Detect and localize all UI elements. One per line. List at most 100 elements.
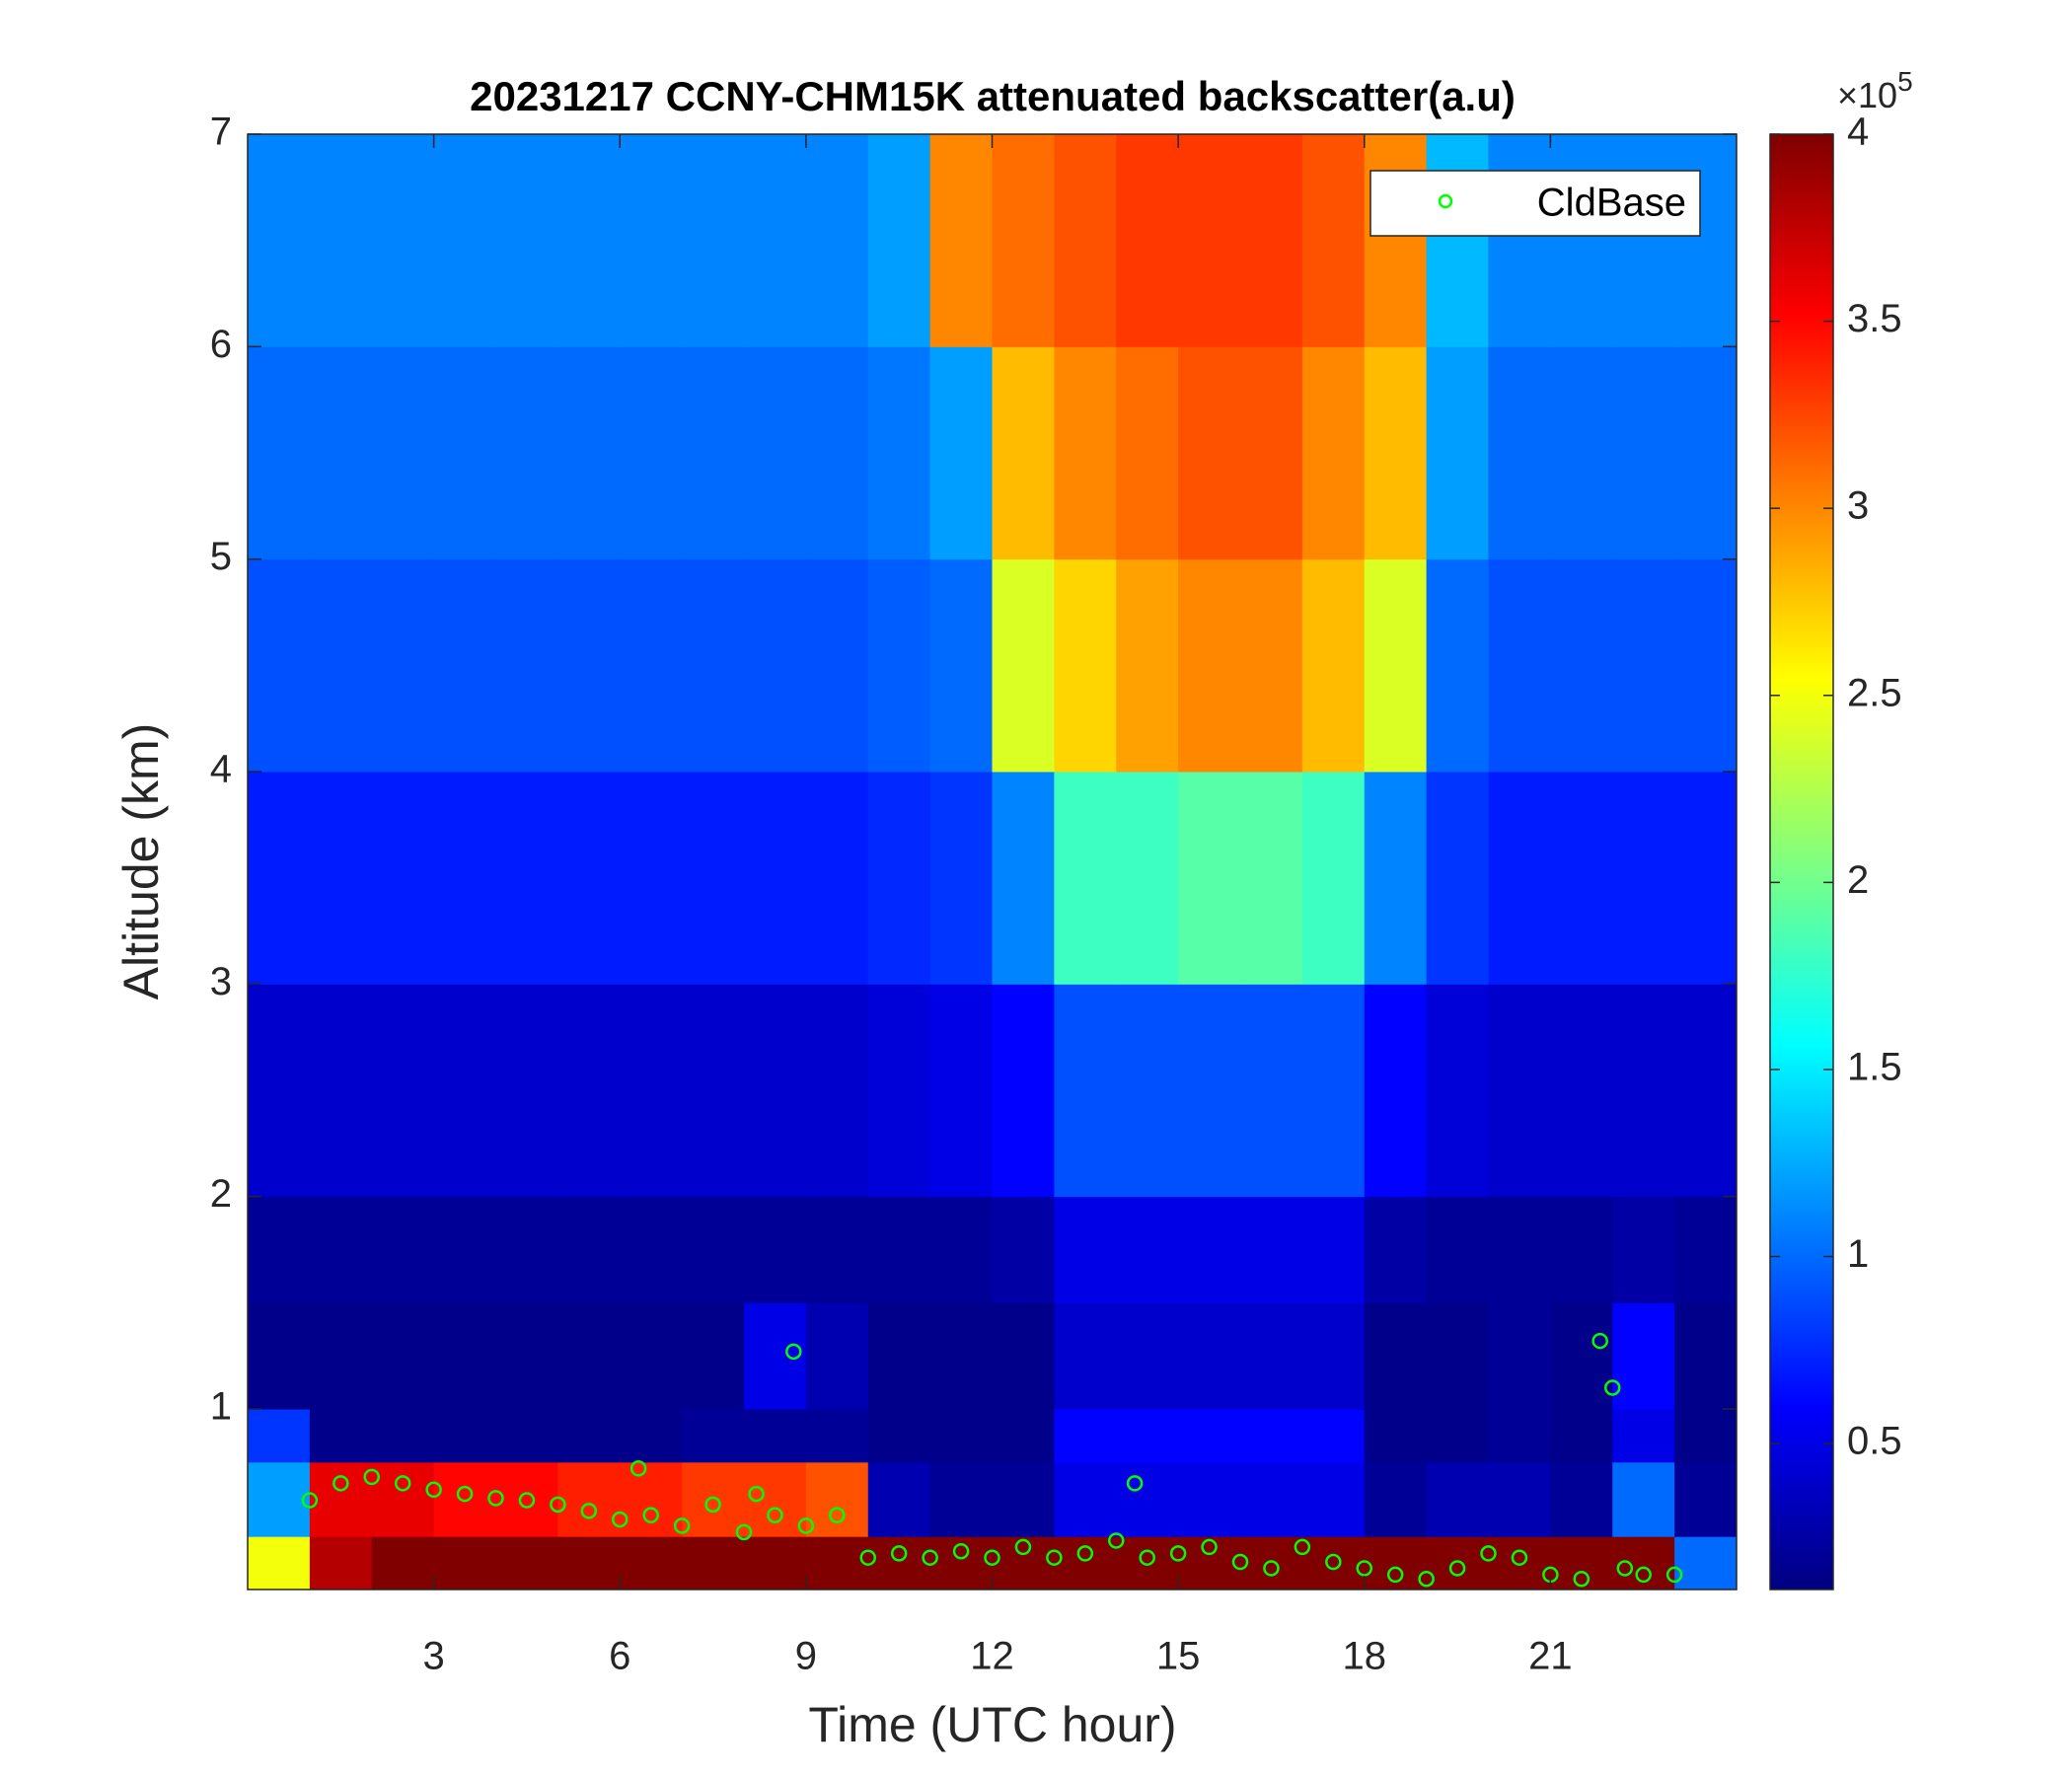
heatmap-cell [1054, 771, 1117, 985]
cloud-base-point [1046, 1549, 1063, 1566]
heatmap-cell [620, 1461, 683, 1537]
heatmap-cell [1426, 1461, 1489, 1537]
heatmap-cell [1116, 771, 1179, 985]
heatmap-cell [433, 771, 496, 985]
heatmap-cell [248, 984, 311, 1198]
heatmap-cell [495, 346, 558, 560]
heatmap-cell [1674, 346, 1738, 560]
heatmap-cell [1674, 771, 1738, 985]
heatmap-cell [1116, 1196, 1179, 1303]
colorbar-tick-label: 0.5 [1847, 1420, 1902, 1463]
colorbar [1769, 133, 1834, 1591]
heatmap-cell [1426, 771, 1489, 985]
heatmap-cell [682, 1302, 745, 1410]
heatmap-cell [495, 1196, 558, 1303]
heatmap-cell [929, 771, 993, 985]
heatmap-cell [1488, 1196, 1551, 1303]
heatmap-cell [744, 1196, 807, 1303]
cloud-base-point [890, 1545, 908, 1562]
heatmap-cell [744, 558, 807, 773]
heatmap-cell [682, 134, 745, 347]
heatmap-cell [805, 984, 869, 1198]
heatmap-cell [1550, 1408, 1613, 1463]
heatmap-cell [1301, 1196, 1366, 1303]
heatmap-cell [867, 984, 931, 1198]
heatmap-cell [1488, 346, 1551, 560]
heatmap-cell [248, 558, 311, 773]
heatmap-cell [1116, 558, 1179, 773]
heatmap-cell [1488, 771, 1551, 985]
chart-title: 20231217 CCNY-CHM15K attenuated backscat… [470, 73, 1516, 119]
y-tick-label: 1 [210, 1385, 232, 1429]
heatmap-cell [1612, 1461, 1675, 1537]
heatmap-cell [1550, 1461, 1613, 1537]
y-tick-label: 7 [210, 111, 232, 154]
cloud-base-point [425, 1481, 442, 1499]
heatmap-cell [1550, 134, 1613, 347]
heatmap-cell [557, 134, 621, 347]
legend-label: CldBase [1537, 182, 1686, 225]
heatmap-cell [248, 134, 311, 347]
legend-box [1369, 170, 1701, 237]
cloud-base-point [1108, 1532, 1125, 1549]
x-tick-label: 18 [1343, 1635, 1387, 1678]
heatmap-cell [309, 1536, 373, 1591]
cloud-base-point [1263, 1560, 1280, 1577]
heatmap-cell [1240, 558, 1303, 773]
x-tick-label: 6 [609, 1635, 630, 1678]
heatmap-cell [557, 1302, 621, 1410]
heatmap-cell [433, 1196, 496, 1303]
heatmap-cell [620, 1196, 683, 1303]
heatmap-cell [1116, 1536, 1179, 1591]
heatmap-cell [1116, 1302, 1179, 1410]
x-tick-label: 9 [795, 1635, 817, 1678]
heatmap-cell [1550, 346, 1613, 560]
cloud-base-point [859, 1549, 876, 1566]
heatmap-cell [1488, 1461, 1551, 1537]
heatmap-cell [682, 984, 745, 1198]
heatmap-cell [1426, 984, 1489, 1198]
heatmap-cell [682, 558, 745, 773]
heatmap-cell [1054, 1302, 1117, 1410]
heatmap-cell [1674, 1302, 1738, 1410]
heatmap-cell [1612, 1302, 1675, 1410]
heatmap-cell [620, 1536, 683, 1591]
heatmap-cell [1674, 134, 1738, 347]
heatmap-cell [433, 1302, 496, 1410]
heatmap-cell [1054, 1461, 1117, 1537]
heatmap-cell [1178, 1408, 1241, 1463]
y-tick-label: 6 [210, 323, 232, 366]
heatmap-cell [371, 558, 435, 773]
x-tick-label: 15 [1156, 1635, 1201, 1678]
cloud-base-point [797, 1517, 815, 1534]
colorbar-tick-label: 3 [1847, 484, 1869, 528]
heatmap-cell [495, 1536, 558, 1591]
heatmap-cell [867, 1302, 931, 1410]
heatmap-cell [744, 134, 807, 347]
heatmap-cell [1612, 984, 1675, 1198]
cloud-base-point [1665, 1566, 1683, 1584]
heatmap-cell [992, 771, 1055, 985]
heatmap-cell [1364, 558, 1428, 773]
heatmap-cell [495, 771, 558, 985]
cloud-base-point [1480, 1545, 1497, 1562]
x-tick-label: 12 [970, 1635, 1014, 1678]
heatmap-cell [1301, 1302, 1366, 1410]
heatmap-cell [744, 1408, 807, 1463]
cloud-base-point [1511, 1549, 1528, 1566]
heatmap-cell [495, 558, 558, 773]
heatmap-cell [1301, 984, 1366, 1198]
heatmap-cell [557, 1461, 621, 1537]
heatmap-cell [929, 346, 993, 560]
heatmap-cell [1116, 984, 1179, 1198]
heatmap-cell [248, 771, 311, 985]
heatmap-cell [805, 134, 869, 347]
heatmap-cell [682, 1461, 745, 1537]
heatmap-cell [1612, 558, 1675, 773]
cloud-base-point [785, 1343, 802, 1361]
heatmap-cell [1612, 771, 1675, 985]
heatmap-cell [805, 346, 869, 560]
y-tick-label: 2 [210, 1172, 232, 1216]
cloud-base-point [735, 1523, 753, 1541]
heatmap-cell [992, 1461, 1055, 1537]
